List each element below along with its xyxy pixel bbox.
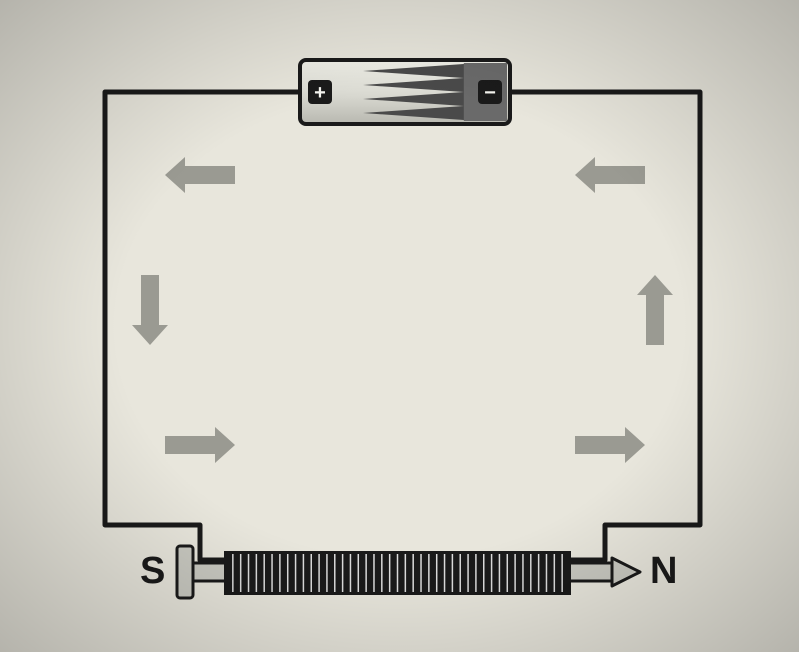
battery: +− [300,60,510,124]
electromagnet-circuit-diagram: +− [0,0,799,652]
battery-plus-terminal: + [314,82,326,104]
electromagnet [177,546,640,598]
south-pole-label: S [140,550,165,593]
north-pole-label: N [650,550,677,593]
battery-minus-terminal: − [484,82,496,104]
